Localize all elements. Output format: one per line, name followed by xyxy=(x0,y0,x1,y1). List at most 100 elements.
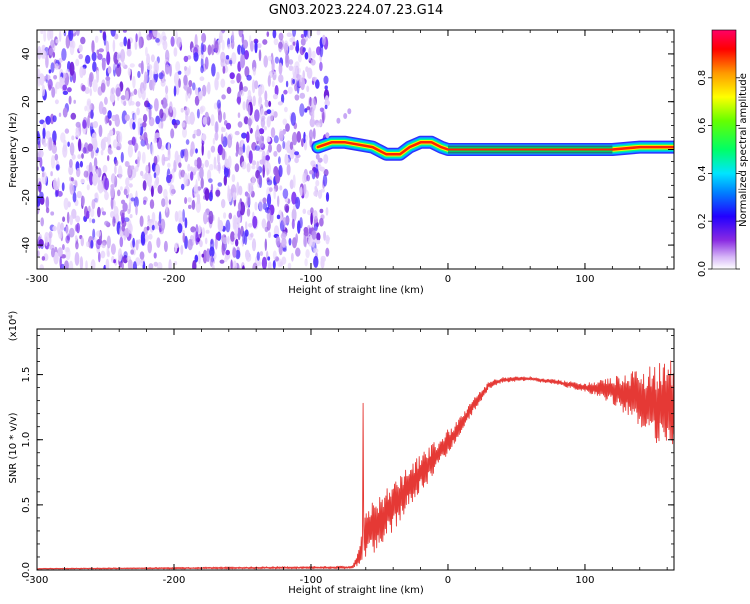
noise-speck xyxy=(45,130,51,140)
noise-speck xyxy=(170,36,175,47)
noise-speck xyxy=(88,205,91,213)
noise-speck xyxy=(180,183,185,191)
noise-speck xyxy=(300,34,305,39)
y-tick-label: -40 xyxy=(21,237,32,253)
noise-speck xyxy=(265,155,270,161)
noise-speck xyxy=(221,39,225,51)
noise-speck xyxy=(246,131,250,143)
noise-speck xyxy=(302,70,306,81)
noise-speck xyxy=(39,191,44,200)
noise-speck xyxy=(199,240,203,248)
noise-speck xyxy=(148,69,153,80)
noise-speck xyxy=(68,95,72,105)
noise-speck xyxy=(146,173,152,187)
noise-speck xyxy=(185,91,188,102)
noise-speck xyxy=(134,112,137,124)
noise-speck xyxy=(272,260,276,269)
noise-speck xyxy=(112,139,118,149)
noise-speck xyxy=(83,170,89,178)
noise-speck xyxy=(93,157,98,169)
noise-speck xyxy=(100,82,106,93)
noise-speck xyxy=(54,153,59,161)
noise-speck xyxy=(236,210,241,218)
noise-speck xyxy=(250,232,254,238)
noise-speck xyxy=(121,224,125,232)
noise-speck xyxy=(196,108,200,119)
noise-speck xyxy=(160,79,166,87)
noise-speck xyxy=(44,231,50,243)
noise-speck xyxy=(278,32,284,41)
noise-speck xyxy=(292,79,295,84)
signal-ridge xyxy=(311,108,674,161)
noise-speck xyxy=(71,135,75,141)
noise-speck xyxy=(210,44,215,56)
noise-speck xyxy=(325,247,330,257)
noise-speck xyxy=(268,231,271,238)
noise-speck xyxy=(191,199,196,210)
noise-speck xyxy=(74,235,78,241)
noise-speck xyxy=(62,107,68,118)
noise-speck xyxy=(168,259,172,269)
y-tick-label: 1.5 xyxy=(21,367,32,383)
noise-speck xyxy=(45,196,50,210)
noise-speck xyxy=(261,150,266,164)
colorbar-label: Normalized spectral amplitude xyxy=(738,73,749,227)
noise-speck xyxy=(183,55,189,63)
noise-speck xyxy=(223,112,226,121)
noise-speck xyxy=(323,75,329,85)
noise-speck xyxy=(63,197,69,210)
noise-speck xyxy=(292,41,296,46)
noise-speck xyxy=(223,256,228,263)
noise-speck xyxy=(89,171,94,186)
noise-speck xyxy=(217,144,223,156)
noise-speck xyxy=(154,98,159,112)
noise-speck xyxy=(192,260,197,269)
noise-speck xyxy=(319,166,326,172)
noise-speck xyxy=(319,107,324,113)
noise-speck xyxy=(170,169,175,183)
noise-speck xyxy=(117,221,121,225)
y-tick-label: 0.5 xyxy=(21,497,32,513)
noise-speck xyxy=(323,230,327,241)
ridge-blob xyxy=(347,108,352,115)
colorbar-frame xyxy=(711,29,737,270)
noise-speck xyxy=(39,156,43,168)
noise-speck xyxy=(130,165,135,170)
noise-speck xyxy=(201,227,205,238)
noise-speck xyxy=(69,184,75,195)
noise-speck xyxy=(157,137,162,150)
noise-speck xyxy=(292,65,298,78)
noise-speck xyxy=(200,65,204,74)
noise-speck xyxy=(251,175,256,186)
noise-speck xyxy=(90,208,95,218)
noise-speck xyxy=(309,117,315,128)
noise-speck xyxy=(89,88,93,97)
noise-speck xyxy=(161,198,166,208)
noise-speck xyxy=(41,84,46,97)
noise-speck xyxy=(194,34,198,48)
noise-speck xyxy=(196,193,201,202)
noise-speck xyxy=(264,110,268,116)
noise-speck xyxy=(128,202,131,213)
noise-speck xyxy=(184,197,188,204)
noise-speck xyxy=(226,86,232,94)
noise-speck xyxy=(146,143,150,150)
noise-speck xyxy=(160,218,166,231)
noise-speck xyxy=(150,54,155,63)
noise-speck xyxy=(262,39,268,45)
noise-speck xyxy=(195,200,201,213)
noise-speck xyxy=(58,30,62,42)
noise-speck xyxy=(110,185,115,199)
noise-speck xyxy=(304,108,308,113)
noise-speck xyxy=(173,47,178,57)
noise-speck xyxy=(43,30,47,42)
noise-speck xyxy=(80,237,85,247)
noise-speck xyxy=(321,34,326,46)
noise-speck xyxy=(281,256,287,265)
colorbar-tick-label: 0.8 xyxy=(697,70,708,86)
noise-speck xyxy=(292,30,297,37)
colorbar: 0.0 0.2 0.4 0.6 0.8 Normalized spectral ampl… xyxy=(697,29,749,277)
noise-speck xyxy=(45,207,50,214)
noise-speck xyxy=(89,217,92,223)
